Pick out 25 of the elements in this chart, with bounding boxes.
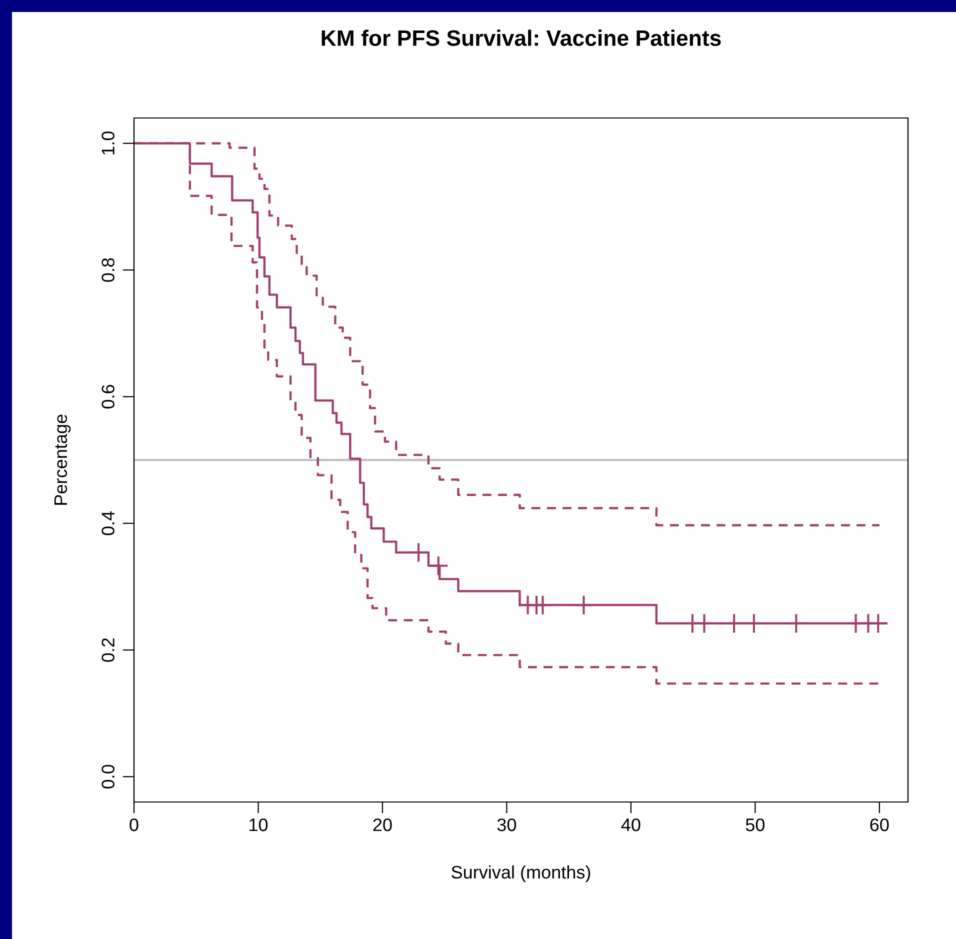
x-tick-label: 40 xyxy=(621,818,640,832)
point xyxy=(744,613,764,634)
y-tick-label: 0.0 xyxy=(102,764,114,789)
y-tick-label: 0.4 xyxy=(102,511,114,536)
point xyxy=(532,594,554,616)
x-tick-label: 10 xyxy=(250,818,268,832)
point xyxy=(724,613,744,634)
y-tick-label: 0.2 xyxy=(102,638,114,662)
x-tick-label: 20 xyxy=(373,818,392,832)
x-axis-title: Survival (months) xyxy=(452,865,590,882)
point xyxy=(408,542,429,563)
point xyxy=(786,613,807,634)
y-axis-title: Percentage xyxy=(54,414,71,505)
x-tick-label: 0 xyxy=(130,818,138,832)
y-tick-label: 1.0 xyxy=(102,131,114,155)
point xyxy=(868,613,889,634)
point xyxy=(694,613,715,634)
x-tick-label: 50 xyxy=(746,818,765,832)
chart-title: KM for PFS Survival: Vaccine Patients xyxy=(322,30,721,46)
x-tick-label: 30 xyxy=(497,818,516,832)
point xyxy=(573,594,594,616)
y-tick-label: 0.6 xyxy=(102,384,114,409)
y-tick-label: 0.8 xyxy=(102,258,114,282)
point xyxy=(428,555,449,576)
x-tick-label: 60 xyxy=(870,818,889,832)
